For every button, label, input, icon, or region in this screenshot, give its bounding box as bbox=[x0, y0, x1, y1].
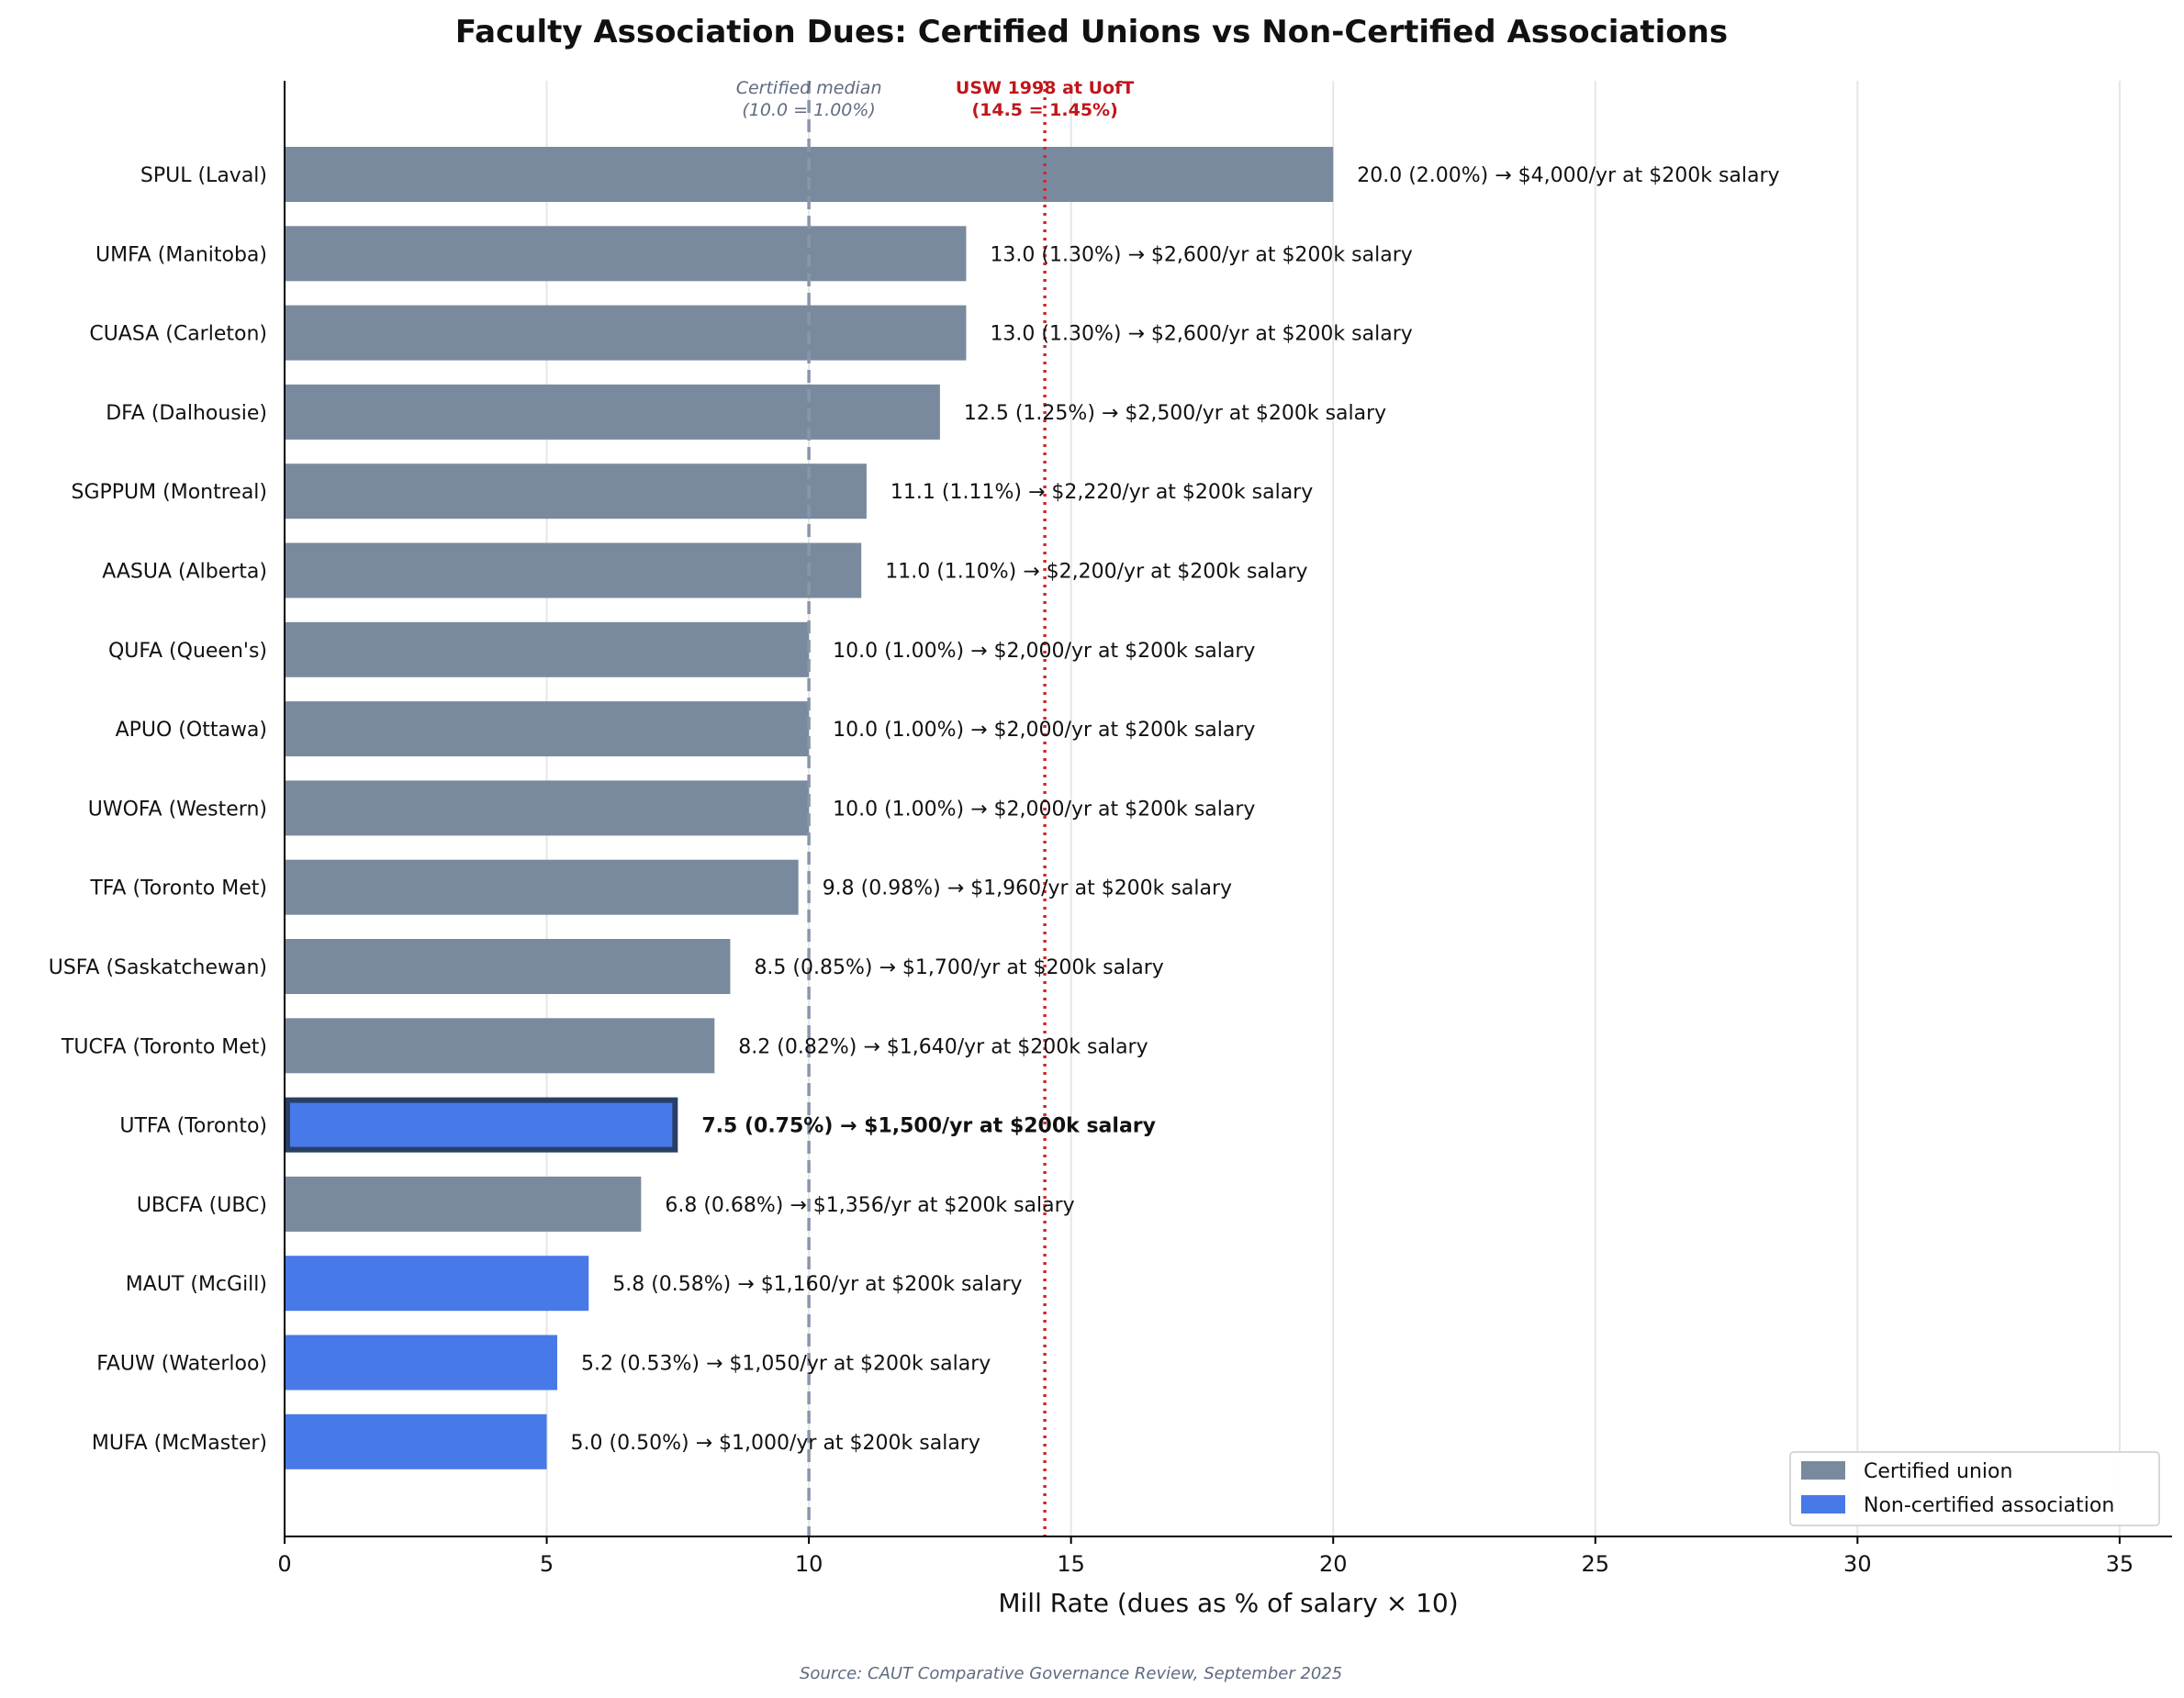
category-label: USFA (Saskatchewan) bbox=[49, 956, 267, 979]
bar bbox=[285, 226, 967, 282]
x-tick-label: 10 bbox=[795, 1551, 823, 1577]
category-label: MUFA (McMaster) bbox=[92, 1432, 267, 1455]
category-label: DFA (Dalhousie) bbox=[106, 402, 267, 425]
category-label: MAUT (McGill) bbox=[126, 1273, 267, 1296]
reference-sublabel-certified-median: (10.0 = 1.00%) bbox=[742, 100, 876, 120]
source-note: Source: CAUT Comparative Governance Revi… bbox=[800, 1664, 1342, 1683]
data-labels: 20.0 (2.00%) → $4,000/yr at $200k salary… bbox=[571, 164, 1780, 1455]
data-label: 10.0 (1.00%) → $2,000/yr at $200k salary bbox=[833, 798, 1255, 821]
bar bbox=[285, 859, 799, 915]
reference-lines: Certified median(10.0 = 1.00%) USW 1998 a… bbox=[736, 78, 1134, 1536]
bar bbox=[285, 542, 862, 598]
data-label: 10.0 (1.00%) → $2,000/yr at $200k salary bbox=[833, 719, 1255, 742]
x-tick-label: 5 bbox=[540, 1551, 554, 1577]
x-axis-label: Mill Rate (dues as % of salary × 10) bbox=[998, 1588, 1458, 1618]
bar bbox=[285, 147, 1334, 202]
x-tick-label: 30 bbox=[1843, 1551, 1872, 1577]
category-label: AASUA (Alberta) bbox=[102, 561, 267, 584]
x-ticks: 0 5 10 15 20 25 30 35 bbox=[277, 1536, 2134, 1577]
reference-label-usw-1998: USW 1998 at UofT bbox=[956, 78, 1134, 98]
bar bbox=[285, 1097, 678, 1153]
legend-label-certified: Certified union bbox=[1864, 1460, 2012, 1483]
bar bbox=[285, 939, 731, 994]
x-tick-label: 20 bbox=[1319, 1551, 1348, 1577]
chart-title: Faculty Association Dues: Certified Unio… bbox=[455, 14, 1728, 50]
bar bbox=[285, 621, 810, 677]
category-label: FAUW (Waterloo) bbox=[96, 1353, 267, 1376]
legend-swatch-noncertified bbox=[1801, 1495, 1845, 1514]
legend-label-noncertified: Non-certified association bbox=[1864, 1494, 2114, 1517]
x-tick-label: 35 bbox=[2106, 1551, 2134, 1577]
category-label: TUCFA (Toronto Met) bbox=[61, 1035, 267, 1058]
data-label: 13.0 (1.30%) → $2,600/yr at $200k salary bbox=[990, 243, 1412, 266]
category-labels: SPUL (Laval) UMFA (Manitoba) CUASA (Carlet… bbox=[49, 164, 267, 1455]
legend: Certified union Non-certified associatio… bbox=[1789, 1451, 2160, 1526]
bar bbox=[285, 464, 867, 519]
category-label: UTFA (Toronto) bbox=[119, 1115, 267, 1138]
category-label: APUO (Ottawa) bbox=[116, 719, 267, 742]
x-tick-label: 0 bbox=[277, 1551, 291, 1577]
data-label: 10.0 (1.00%) → $2,000/yr at $200k salary bbox=[833, 640, 1255, 663]
data-label: 5.2 (0.53%) → $1,050/yr at $200k salary bbox=[581, 1353, 991, 1376]
data-label: 9.8 (0.98%) → $1,960/yr at $200k salary bbox=[823, 877, 1232, 900]
data-label: 20.0 (2.00%) → $4,000/yr at $200k salary bbox=[1357, 164, 1779, 187]
x-tick-label: 25 bbox=[1582, 1551, 1610, 1577]
category-label: SGPPUM (Montreal) bbox=[72, 481, 268, 504]
data-label: 5.0 (0.50%) → $1,000/yr at $200k salary bbox=[571, 1432, 980, 1455]
data-label: 11.0 (1.10%) → $2,200/yr at $200k salary bbox=[885, 561, 1307, 584]
data-label: 5.8 (0.58%) → $1,160/yr at $200k salary bbox=[612, 1273, 1022, 1296]
x-tick-label: 15 bbox=[1057, 1551, 1085, 1577]
bar bbox=[285, 1018, 715, 1074]
bar bbox=[285, 1413, 547, 1469]
category-label: TFA (Toronto Met) bbox=[89, 877, 267, 900]
data-label: 7.5 (0.75%) → $1,500/yr at $200k salary bbox=[701, 1115, 1156, 1138]
bar bbox=[285, 1256, 589, 1312]
category-label: UWOFA (Western) bbox=[88, 798, 267, 821]
bars bbox=[285, 147, 1334, 1469]
bar bbox=[285, 780, 810, 836]
category-label: SPUL (Laval) bbox=[140, 164, 267, 187]
reference-sublabel-usw-1998: (14.5 = 1.45%) bbox=[971, 100, 1117, 120]
category-label: UBCFA (UBC) bbox=[137, 1194, 267, 1217]
bar bbox=[285, 701, 810, 757]
bar bbox=[285, 384, 940, 440]
category-label: QUFA (Queen's) bbox=[108, 640, 267, 663]
data-label: 12.5 (1.25%) → $2,500/yr at $200k salary bbox=[964, 402, 1386, 425]
reference-label-certified-median: Certified median bbox=[736, 78, 882, 98]
data-label: 6.8 (0.68%) → $1,356/yr at $200k salary bbox=[665, 1194, 1074, 1217]
legend-box bbox=[1789, 1451, 2160, 1526]
category-label: UMFA (Manitoba) bbox=[95, 243, 267, 266]
bar bbox=[285, 1335, 557, 1391]
data-label: 8.5 (0.85%) → $1,700/yr at $200k salary bbox=[754, 956, 1163, 979]
legend-swatch-certified bbox=[1801, 1461, 1845, 1480]
data-label: 13.0 (1.30%) → $2,600/yr at $200k salary bbox=[990, 323, 1412, 346]
data-label: 11.1 (1.11%) → $2,220/yr at $200k salary bbox=[890, 481, 1313, 504]
bar bbox=[285, 1176, 642, 1232]
category-label: CUASA (Carleton) bbox=[89, 323, 267, 346]
bar bbox=[285, 305, 967, 361]
data-label: 8.2 (0.82%) → $1,640/yr at $200k salary bbox=[738, 1035, 1148, 1058]
